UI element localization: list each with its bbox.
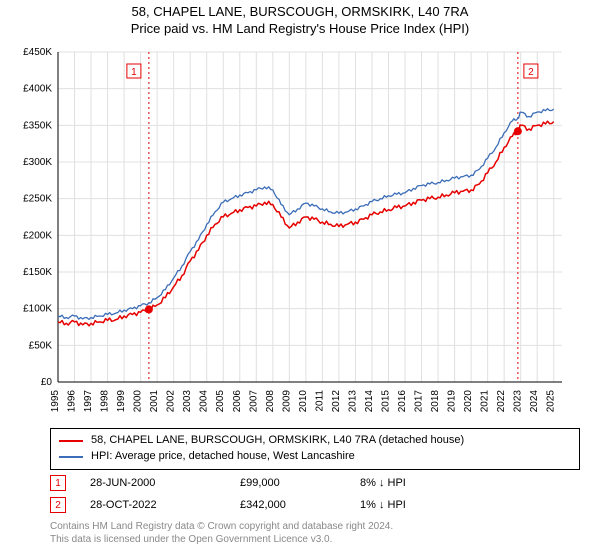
svg-text:2: 2 [528, 67, 534, 78]
svg-text:2010: 2010 [298, 390, 309, 413]
marker-date-1: 28-JUN-2000 [90, 477, 240, 489]
svg-text:2004: 2004 [199, 390, 210, 413]
svg-text:2023: 2023 [513, 390, 524, 413]
svg-text:1997: 1997 [83, 390, 94, 413]
svg-text:2001: 2001 [149, 390, 160, 413]
legend-label-hpi: HPI: Average price, detached house, West… [91, 449, 355, 465]
marker-price-1: £99,000 [240, 477, 360, 489]
svg-text:2002: 2002 [166, 390, 177, 413]
attribution-line-1: Contains HM Land Registry data © Crown c… [50, 520, 580, 533]
marker-price-2: £342,000 [240, 499, 360, 511]
svg-text:2020: 2020 [463, 390, 474, 413]
svg-text:2007: 2007 [248, 390, 259, 413]
svg-text:2008: 2008 [265, 390, 276, 413]
title-line-2: Price paid vs. HM Land Registry's House … [0, 21, 600, 38]
svg-text:2014: 2014 [364, 390, 375, 413]
svg-text:2022: 2022 [496, 390, 507, 413]
svg-text:2018: 2018 [430, 390, 441, 413]
title-block: 58, CHAPEL LANE, BURSCOUGH, ORMSKIRK, L4… [0, 0, 600, 38]
svg-text:2009: 2009 [281, 390, 292, 413]
svg-text:£200K: £200K [23, 230, 52, 241]
marker-delta-2: 1% ↓ HPI [360, 499, 480, 511]
svg-text:2016: 2016 [397, 390, 408, 413]
svg-text:£250K: £250K [23, 194, 52, 205]
svg-text:£350K: £350K [23, 120, 52, 131]
svg-text:2025: 2025 [546, 390, 557, 413]
svg-text:2011: 2011 [314, 390, 325, 412]
svg-text:£450K: £450K [23, 48, 52, 58]
marker-date-2: 28-OCT-2022 [90, 499, 240, 511]
legend-swatch-property [59, 440, 83, 442]
marker-row-2: 2 28-OCT-2022 £342,000 1% ↓ HPI [50, 494, 580, 516]
svg-text:1999: 1999 [116, 390, 127, 413]
svg-text:£0: £0 [41, 377, 53, 388]
svg-text:1995: 1995 [50, 390, 61, 413]
svg-text:1: 1 [131, 67, 137, 78]
svg-text:2024: 2024 [529, 390, 540, 413]
svg-text:£300K: £300K [23, 157, 52, 168]
marker-table: 1 28-JUN-2000 £99,000 8% ↓ HPI 2 28-OCT-… [50, 472, 580, 516]
legend: 58, CHAPEL LANE, BURSCOUGH, ORMSKIRK, L4… [50, 428, 580, 470]
chart-container: 58, CHAPEL LANE, BURSCOUGH, ORMSKIRK, L4… [0, 0, 600, 560]
marker-box-1: 1 [50, 475, 66, 491]
svg-text:2003: 2003 [182, 390, 193, 413]
svg-text:1996: 1996 [67, 390, 78, 413]
svg-text:2019: 2019 [447, 390, 458, 413]
title-line-1: 58, CHAPEL LANE, BURSCOUGH, ORMSKIRK, L4… [0, 4, 600, 21]
svg-text:£100K: £100K [23, 304, 52, 315]
svg-text:2005: 2005 [215, 390, 226, 413]
svg-text:2000: 2000 [133, 390, 144, 413]
svg-text:£50K: £50K [29, 340, 53, 351]
price-chart: £0 £50K £100K £150K £200K £250K £300K £350K £400… [8, 48, 580, 418]
svg-text:2017: 2017 [414, 390, 425, 413]
svg-text:£400K: £400K [23, 84, 52, 95]
legend-row-hpi: HPI: Average price, detached house, West… [59, 449, 571, 465]
legend-row-property: 58, CHAPEL LANE, BURSCOUGH, ORMSKIRK, L4… [59, 433, 571, 449]
attribution-line-2: This data is licensed under the Open Gov… [50, 533, 580, 546]
marker-delta-1: 8% ↓ HPI [360, 477, 480, 489]
svg-text:2013: 2013 [347, 390, 358, 413]
marker-row-1: 1 28-JUN-2000 £99,000 8% ↓ HPI [50, 472, 580, 494]
svg-text:2012: 2012 [331, 390, 342, 413]
legend-label-property: 58, CHAPEL LANE, BURSCOUGH, ORMSKIRK, L4… [91, 433, 464, 449]
marker-box-2: 2 [50, 497, 66, 513]
attribution: Contains HM Land Registry data © Crown c… [50, 520, 580, 546]
svg-text:2021: 2021 [480, 390, 491, 413]
legend-swatch-hpi [59, 456, 83, 458]
svg-text:2015: 2015 [380, 390, 391, 413]
svg-text:1998: 1998 [100, 390, 111, 413]
svg-text:2006: 2006 [232, 390, 243, 413]
svg-text:£150K: £150K [23, 267, 52, 278]
